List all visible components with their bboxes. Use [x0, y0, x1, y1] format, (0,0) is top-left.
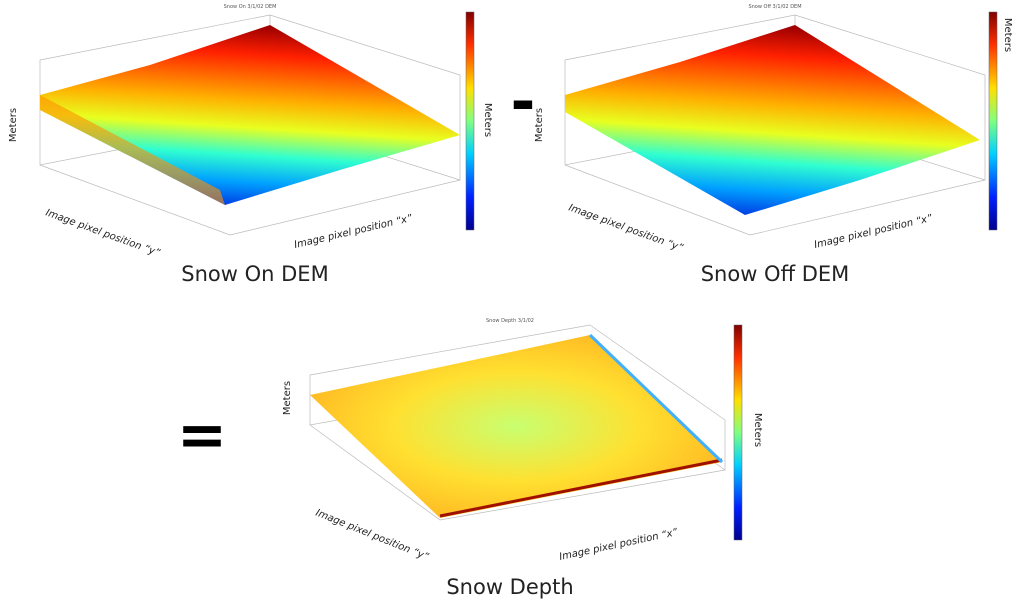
- z-axis-label: Meters: [8, 108, 19, 142]
- z-axis-label: Meters: [282, 381, 293, 415]
- x-axis-label: Image pixel position “x”: [558, 527, 679, 563]
- surface-plot: [309, 324, 743, 541]
- y-axis-label: Image pixel position “y”: [44, 207, 162, 259]
- y-axis-label: Image pixel position “y”: [314, 508, 431, 564]
- axes-box: [309, 324, 726, 521]
- y-axis-label: Image pixel position “y”: [567, 202, 685, 254]
- surface: [40, 25, 460, 205]
- surface: [310, 335, 722, 518]
- colorbar: [733, 324, 743, 541]
- surface-plot: [39, 11, 475, 236]
- colorbar-label: Meters: [482, 103, 493, 137]
- x-axis-label: Image pixel position “x”: [813, 213, 934, 251]
- caption: Snow Off DEM: [701, 262, 850, 286]
- colorbar: [465, 11, 475, 231]
- surface-edge: [588, 333, 724, 464]
- z-axis-label: Meters: [534, 108, 545, 142]
- operator: -: [511, 67, 536, 137]
- colorbar: [988, 11, 998, 231]
- plot-title: Snow On 3/1/02 DEM: [224, 4, 277, 10]
- surface: [565, 25, 980, 215]
- operator: =: [177, 400, 227, 470]
- caption: Snow On DEM: [181, 262, 328, 286]
- caption: Snow Depth: [446, 575, 573, 599]
- surface-edge: [439, 458, 723, 518]
- surface-edge: [40, 95, 225, 205]
- plot-title: Snow Off 3/1/02 DEM: [748, 4, 801, 10]
- x-axis-label: Image pixel position “x”: [293, 213, 414, 251]
- surface-plot: [564, 11, 998, 236]
- colorbar-label: Meters: [752, 413, 763, 447]
- plot-title: Snow Depth 3/1/02: [486, 318, 534, 324]
- colorbar-label: Meters: [1002, 18, 1013, 52]
